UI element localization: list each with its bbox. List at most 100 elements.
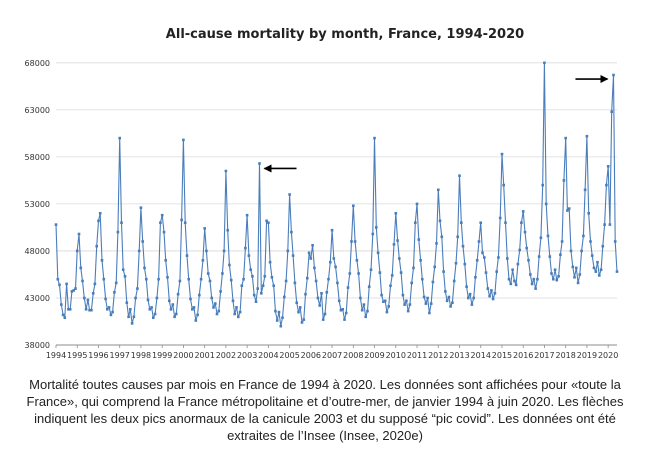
data-point bbox=[264, 275, 267, 278]
data-point bbox=[442, 270, 445, 273]
data-point bbox=[471, 303, 474, 306]
data-point bbox=[527, 259, 530, 262]
data-point bbox=[237, 316, 240, 319]
data-point bbox=[322, 318, 325, 321]
data-point bbox=[304, 293, 307, 296]
data-point bbox=[161, 214, 164, 217]
chart: All-cause mortality by month, France, 19… bbox=[0, 0, 650, 372]
data-point bbox=[292, 254, 295, 257]
data-point bbox=[547, 235, 550, 238]
x-tick-labels: 1994 1995 1996 1997 1998 1999 2000 2001 2002 2003… bbox=[46, 351, 619, 360]
x-tick-label: 2015 bbox=[492, 351, 512, 360]
annotation-arrows bbox=[265, 79, 608, 168]
data-point bbox=[595, 270, 598, 273]
data-point bbox=[203, 227, 206, 230]
data-point bbox=[554, 268, 557, 271]
data-point bbox=[577, 282, 580, 285]
data-point bbox=[141, 240, 144, 243]
data-point bbox=[180, 219, 183, 222]
data-point bbox=[425, 302, 428, 305]
data-point bbox=[283, 296, 286, 299]
data-point bbox=[573, 276, 576, 279]
data-point bbox=[318, 304, 321, 307]
x-tick-label: 2007 bbox=[322, 351, 342, 360]
data-point bbox=[540, 237, 543, 240]
data-point bbox=[492, 298, 495, 301]
data-point bbox=[515, 284, 518, 287]
x-tick-label: 2008 bbox=[343, 351, 363, 360]
series-mortality bbox=[56, 63, 617, 326]
data-point bbox=[78, 233, 81, 236]
data-point bbox=[557, 275, 560, 278]
data-point bbox=[69, 308, 72, 311]
data-point bbox=[587, 212, 590, 215]
data-point bbox=[416, 203, 419, 206]
data-point bbox=[258, 162, 261, 165]
data-point bbox=[80, 267, 83, 270]
data-point bbox=[285, 280, 288, 283]
x-tick-label: 2019 bbox=[577, 351, 597, 360]
data-point bbox=[187, 278, 190, 281]
data-point bbox=[147, 299, 150, 302]
data-point bbox=[504, 221, 507, 224]
data-point bbox=[538, 255, 541, 258]
data-point bbox=[603, 223, 606, 226]
data-point bbox=[57, 278, 60, 281]
y-tick-label: 38000 bbox=[25, 341, 50, 350]
x-tick-label: 1994 bbox=[46, 351, 66, 360]
y-tick-label: 43000 bbox=[25, 294, 50, 303]
data-point bbox=[363, 303, 366, 306]
data-point bbox=[175, 313, 178, 316]
data-point bbox=[405, 300, 408, 303]
data-point bbox=[256, 287, 259, 290]
data-point bbox=[195, 319, 198, 322]
data-point bbox=[589, 240, 592, 243]
data-point bbox=[58, 284, 61, 287]
data-point bbox=[506, 257, 509, 260]
data-point bbox=[396, 239, 399, 242]
data-point bbox=[531, 283, 534, 286]
data-point bbox=[455, 262, 458, 265]
data-point bbox=[241, 284, 244, 287]
data-point bbox=[157, 278, 160, 281]
data-point bbox=[400, 271, 403, 274]
data-point bbox=[389, 284, 392, 287]
data-point bbox=[255, 300, 258, 303]
data-point bbox=[453, 280, 456, 283]
data-point bbox=[490, 289, 493, 292]
data-point bbox=[352, 205, 355, 208]
data-point bbox=[209, 280, 212, 283]
data-point bbox=[510, 283, 513, 286]
data-point bbox=[607, 165, 610, 168]
data-point bbox=[495, 270, 498, 273]
y-tick-label: 48000 bbox=[25, 247, 50, 256]
data-point bbox=[598, 274, 601, 277]
data-point bbox=[324, 313, 327, 316]
x-tick-label: 1998 bbox=[131, 351, 151, 360]
data-point bbox=[370, 268, 373, 271]
data-point bbox=[94, 283, 97, 286]
data-point bbox=[336, 282, 339, 285]
data-point bbox=[320, 292, 323, 295]
data-point bbox=[380, 294, 383, 297]
data-point bbox=[605, 184, 608, 187]
data-point bbox=[556, 279, 559, 282]
data-point bbox=[262, 284, 265, 287]
data-point bbox=[317, 297, 320, 300]
data-point bbox=[534, 287, 537, 290]
data-point bbox=[83, 297, 86, 300]
data-point bbox=[419, 259, 422, 262]
data-point bbox=[432, 281, 435, 284]
data-point bbox=[600, 268, 603, 271]
data-point bbox=[239, 311, 242, 314]
data-point bbox=[329, 261, 332, 264]
x-tick-label: 2013 bbox=[449, 351, 469, 360]
x-tick-label: 2014 bbox=[471, 351, 491, 360]
data-point bbox=[379, 271, 382, 274]
data-point bbox=[173, 316, 176, 319]
data-point bbox=[541, 184, 544, 187]
data-point bbox=[182, 139, 185, 142]
x-tick-label: 2009 bbox=[364, 351, 384, 360]
data-point bbox=[350, 240, 353, 243]
data-point bbox=[487, 287, 490, 290]
